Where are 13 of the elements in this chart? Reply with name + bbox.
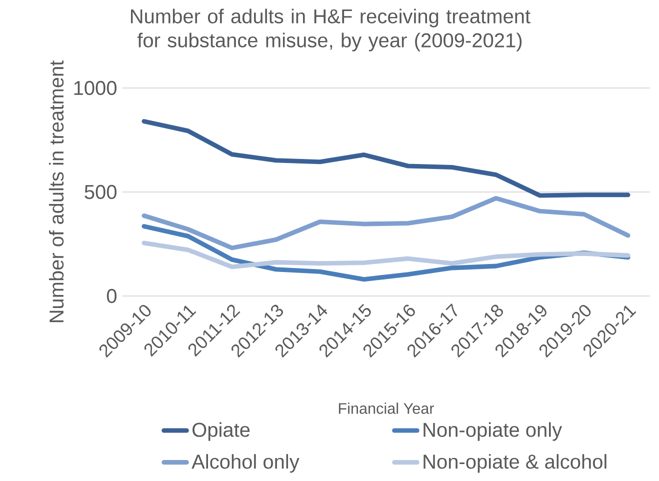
chart-title: Number of adults in H&F receiving treatment for substance misuse, by year (2009-2021) xyxy=(131,8,530,52)
y-tick-label: 500 xyxy=(84,184,116,200)
y-tick-label: 1000 xyxy=(74,80,116,96)
legend-label: Alcohol only xyxy=(192,454,300,473)
line-series xyxy=(142,196,630,250)
x-axis-title: Financial Year xyxy=(338,402,434,414)
y-axis-title: Number of adults in treatment xyxy=(48,60,64,322)
y-tick-label: 0 xyxy=(106,288,116,304)
line-series xyxy=(142,240,630,270)
legend-label: Non-opiate only xyxy=(424,422,562,441)
legend-label: Opiate xyxy=(192,422,250,441)
legend-label: Non-opiate & alcohol xyxy=(424,454,606,473)
line-series xyxy=(142,119,630,198)
